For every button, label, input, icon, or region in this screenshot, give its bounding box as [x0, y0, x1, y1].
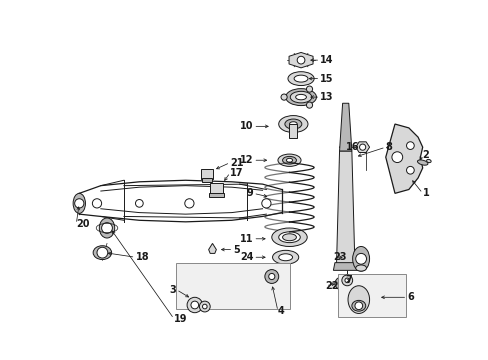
Circle shape: [354, 302, 362, 310]
Ellipse shape: [285, 89, 316, 105]
Text: 8: 8: [385, 142, 392, 152]
Text: 3: 3: [169, 285, 176, 294]
Circle shape: [97, 247, 107, 258]
Text: 24: 24: [239, 252, 253, 262]
Circle shape: [268, 274, 274, 280]
Ellipse shape: [334, 276, 356, 291]
Circle shape: [135, 199, 143, 207]
Ellipse shape: [293, 75, 307, 82]
Bar: [202, 178, 211, 182]
Ellipse shape: [278, 116, 307, 132]
Circle shape: [306, 102, 312, 108]
Ellipse shape: [285, 119, 301, 129]
Text: 14: 14: [320, 55, 333, 65]
Circle shape: [102, 222, 112, 233]
Text: 9: 9: [246, 188, 253, 198]
Circle shape: [339, 277, 351, 289]
Ellipse shape: [347, 286, 369, 314]
Bar: [201, 169, 213, 180]
Circle shape: [75, 199, 84, 208]
Polygon shape: [288, 53, 312, 68]
Ellipse shape: [282, 234, 296, 241]
Text: 13: 13: [320, 92, 333, 102]
Ellipse shape: [295, 94, 306, 100]
Ellipse shape: [355, 265, 366, 271]
Text: 5: 5: [233, 244, 240, 255]
Text: 21: 21: [230, 158, 243, 167]
Ellipse shape: [426, 159, 430, 163]
Polygon shape: [208, 243, 216, 253]
Polygon shape: [355, 142, 369, 153]
Circle shape: [187, 297, 202, 313]
Text: 15: 15: [320, 74, 333, 84]
Ellipse shape: [99, 218, 115, 238]
Circle shape: [190, 301, 198, 309]
Ellipse shape: [272, 250, 298, 264]
Ellipse shape: [351, 300, 365, 311]
Text: 1: 1: [422, 188, 428, 198]
Polygon shape: [339, 103, 351, 151]
Circle shape: [359, 144, 365, 150]
Text: 11: 11: [239, 234, 253, 244]
Circle shape: [264, 270, 278, 283]
Circle shape: [344, 278, 349, 283]
Text: 12: 12: [239, 155, 253, 165]
Text: 19: 19: [174, 314, 187, 324]
Ellipse shape: [271, 228, 306, 247]
Ellipse shape: [73, 193, 85, 213]
Ellipse shape: [290, 91, 311, 103]
Bar: [176, 263, 290, 309]
Text: 6: 6: [407, 292, 413, 302]
Ellipse shape: [277, 154, 301, 166]
Circle shape: [184, 199, 194, 208]
Bar: [337, 274, 405, 316]
Circle shape: [199, 301, 210, 312]
Circle shape: [261, 199, 270, 208]
Circle shape: [341, 275, 352, 286]
Ellipse shape: [417, 160, 427, 165]
Text: 18: 18: [135, 252, 149, 262]
Circle shape: [202, 304, 207, 309]
Circle shape: [406, 166, 413, 174]
Polygon shape: [385, 124, 422, 193]
Ellipse shape: [93, 246, 111, 260]
Polygon shape: [333, 263, 357, 270]
Circle shape: [281, 94, 286, 100]
Ellipse shape: [287, 72, 313, 86]
Circle shape: [391, 152, 402, 163]
Text: 2: 2: [422, 150, 428, 160]
Bar: [289, 124, 297, 138]
Circle shape: [297, 56, 305, 64]
Text: 4: 4: [277, 306, 284, 316]
Ellipse shape: [352, 247, 369, 271]
Text: 17: 17: [230, 167, 243, 177]
Text: 16: 16: [345, 142, 359, 152]
Ellipse shape: [278, 254, 292, 261]
Circle shape: [355, 253, 366, 264]
Ellipse shape: [278, 232, 300, 243]
Circle shape: [406, 142, 413, 149]
Circle shape: [306, 86, 312, 92]
Text: 22: 22: [325, 281, 339, 291]
Text: 23: 23: [333, 252, 346, 262]
Ellipse shape: [289, 122, 297, 126]
Bar: [208, 193, 224, 197]
Text: 7: 7: [345, 275, 352, 285]
Ellipse shape: [282, 156, 296, 164]
Ellipse shape: [286, 158, 292, 162]
Bar: [210, 183, 222, 194]
Text: 20: 20: [76, 219, 89, 229]
Polygon shape: [336, 151, 354, 266]
Circle shape: [92, 199, 102, 208]
Text: 10: 10: [239, 121, 253, 131]
